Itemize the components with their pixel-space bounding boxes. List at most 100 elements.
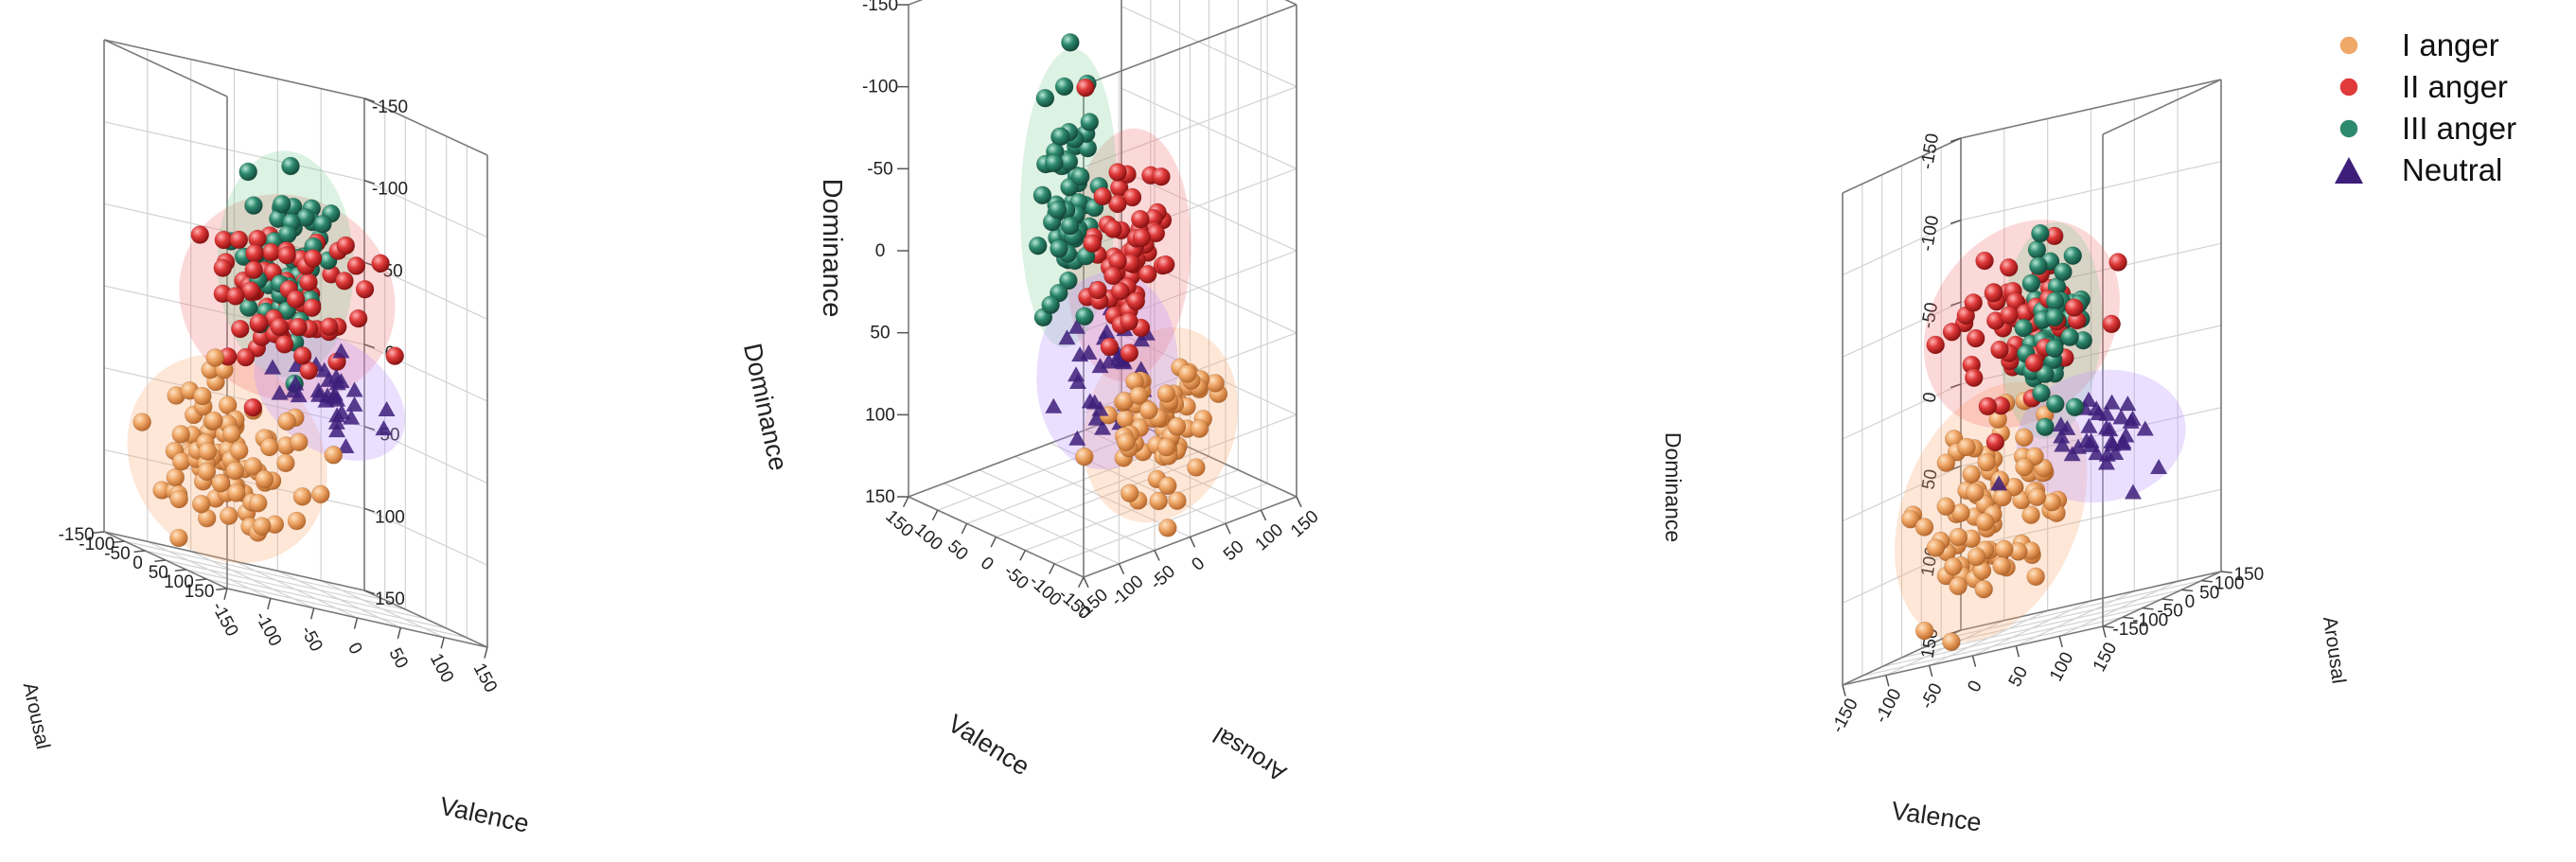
point-neutral (2136, 420, 2154, 436)
legend-item-ii-anger: II anger (2330, 68, 2508, 106)
tick-label-x: -50 (999, 561, 1032, 593)
legend-item-i-anger: I anger (2330, 26, 2499, 64)
point-i-anger (218, 396, 238, 415)
tick-mark (363, 507, 376, 513)
point-i-anger (1129, 386, 1148, 405)
point-iii-anger (2031, 223, 2050, 243)
point-ii-anger (229, 230, 249, 250)
tick-mark (2142, 607, 2154, 610)
point-neutral (2052, 416, 2070, 432)
legend-marker-i (2338, 35, 2359, 56)
axis-title-z: Dominance (817, 179, 847, 318)
point-ii-anger (1985, 432, 2005, 452)
point-neutral (345, 396, 363, 412)
point-i-anger (1075, 447, 1094, 466)
point-ii-anger (1103, 220, 1122, 238)
point-ii-anger (1131, 209, 1150, 229)
grid-line (1842, 220, 1962, 276)
points-center (1028, 33, 1228, 537)
point-i-anger (1993, 487, 2012, 507)
point-i-anger (259, 437, 279, 457)
point-ii-anger (1978, 396, 1998, 416)
tick-mark (267, 598, 272, 610)
point-i-anger (211, 473, 231, 493)
point-i-anger (248, 493, 268, 513)
point-neutral (320, 371, 338, 387)
tick-label-x: 50 (944, 537, 972, 565)
point-ii-anger (274, 335, 294, 354)
tick-label-x: -100 (1871, 685, 1905, 726)
tick-label-y: 150 (1287, 507, 1323, 542)
point-i-anger (1914, 621, 1934, 641)
point-i-anger (1936, 497, 1956, 517)
grid-line (1941, 580, 2202, 641)
point-i-anger (1949, 576, 1967, 596)
point-ii-anger (243, 397, 263, 417)
point-neutral (2103, 394, 2121, 410)
tick-label-x: 150 (469, 660, 501, 696)
tick-label-x: 100 (2046, 649, 2077, 685)
tick-mark (195, 578, 207, 581)
point-ii-anger (1964, 368, 1984, 387)
point-ii-anger (335, 272, 354, 290)
axis-title-y: Arousal (2319, 615, 2350, 685)
tick-mark (2058, 636, 2063, 648)
point-i-anger (1936, 453, 1956, 472)
point-iii-anger (1050, 239, 1068, 258)
point-iii-anger (2036, 417, 2055, 437)
point-iii-anger (1035, 88, 1055, 108)
point-iii-anger (1070, 167, 1090, 186)
point-iii-anger (1059, 271, 1078, 290)
point-iii-anger (244, 196, 263, 215)
tick-label-z: 150 (375, 589, 405, 609)
tick-label-y: -50 (2157, 602, 2182, 622)
point-neutral (2053, 428, 2071, 444)
point-ii-anger (1152, 167, 1171, 186)
tick-mark (1928, 665, 1933, 677)
point-iii-anger (2032, 383, 2051, 403)
point-i-anger (205, 348, 225, 367)
point-neutral (343, 409, 361, 425)
frame-edge (103, 39, 365, 99)
point-neutral (1087, 410, 1105, 426)
point-i-anger (289, 432, 309, 452)
tick-mark (1154, 550, 1160, 561)
point-neutral (2088, 445, 2106, 461)
point-ii-anger (244, 260, 263, 280)
grid-line (1083, 86, 1297, 168)
tick-mark (1296, 496, 1302, 508)
legend-label-iii: III anger (2402, 111, 2517, 146)
frame-edge (2102, 79, 2222, 135)
legend-orange-sphere-icon (2338, 35, 2359, 56)
panel-left: -150 -100 -50 0 50 100 150150100500-50-100-150… (19, 39, 793, 838)
point-i-anger (171, 425, 190, 444)
tick-label-x: -150 (207, 599, 241, 640)
point-i-anger (1994, 539, 2014, 559)
point-i-anger (132, 413, 151, 431)
point-i-anger (1190, 419, 1209, 438)
point-i-anger (252, 517, 272, 536)
point-i-anger (287, 511, 307, 531)
point-ii-anger (2024, 353, 2044, 373)
legend-green-sphere-icon (2338, 118, 2359, 139)
tick-label-z: 0 (875, 241, 886, 261)
point-i-anger (229, 441, 249, 461)
point-neutral (375, 420, 393, 436)
tick-label-z: 100 (375, 507, 405, 527)
tick-mark (2122, 616, 2134, 620)
tick-mark (174, 569, 186, 572)
point-ii-anger (303, 249, 323, 268)
tick-mark (961, 522, 968, 535)
tick-mark (397, 627, 402, 640)
tick-mark (2181, 589, 2194, 592)
point-neutral (264, 359, 282, 375)
tick-label-x: -50 (296, 623, 326, 655)
point-ii-anger (2108, 253, 2127, 272)
point-ii-anger (1076, 78, 1095, 97)
tick-mark (363, 425, 376, 431)
point-neutral (1067, 366, 1085, 382)
point-i-anger (193, 386, 212, 406)
tick-mark (1225, 523, 1231, 535)
tick-mark (1971, 655, 1977, 667)
